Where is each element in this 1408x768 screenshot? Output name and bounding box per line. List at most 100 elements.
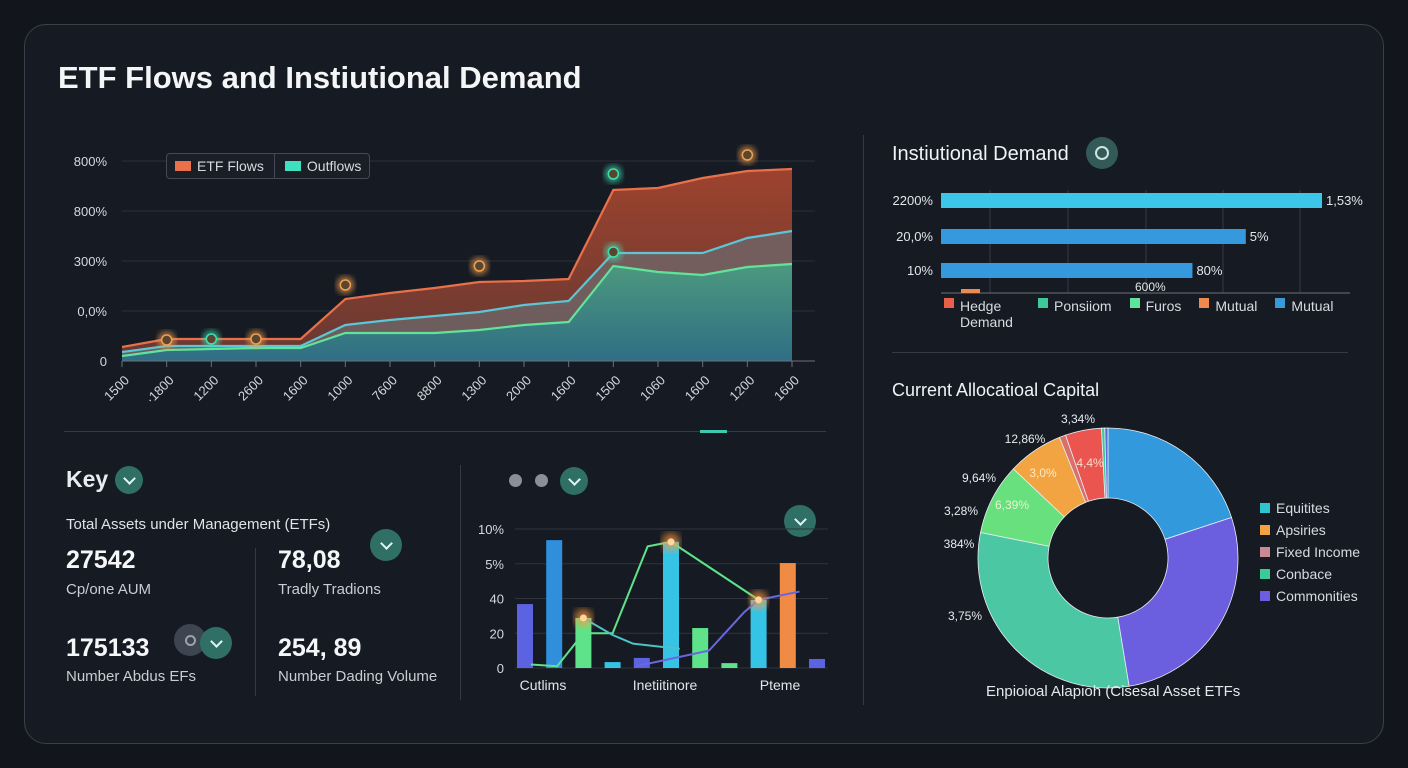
legend-label: Equitites	[1276, 500, 1330, 516]
legend-item[interactable]: Ponsiiom	[1038, 298, 1112, 330]
settings-toggle-icon[interactable]	[1086, 137, 1118, 169]
bar	[779, 563, 796, 668]
x-tick-label: 1200	[726, 373, 757, 404]
x-tick-label: 1600	[682, 373, 713, 404]
bar	[575, 617, 592, 668]
y-tick-label: 300%	[74, 254, 108, 269]
legend-item[interactable]: Mutual	[1275, 298, 1333, 330]
legend-item[interactable]: Conbace	[1260, 566, 1360, 582]
legend-label: ETF Flows	[197, 158, 264, 174]
slice-label: 12,86%	[1005, 432, 1046, 446]
slice-label: 3,28%	[944, 504, 978, 518]
legend-item[interactable]: Hedge Demand	[944, 298, 1020, 330]
scroll-indicator[interactable]	[700, 430, 727, 433]
legend-label: Furos	[1145, 298, 1182, 314]
line-middle	[121, 229, 793, 354]
combo-options-chevron-icon[interactable]	[784, 505, 816, 537]
legend-label: Conbace	[1276, 566, 1333, 582]
x-tick-label: 1600	[771, 373, 802, 404]
institutional-legend: Hedge Demand Ponsiiom Furos Mutual Mutual	[944, 298, 1344, 330]
legend-swatch	[1275, 298, 1286, 308]
kpi-label: Cp/one AUM	[66, 581, 152, 598]
y-tick-label: 20,0%	[896, 229, 933, 244]
slice-label: 4,4%	[1076, 456, 1104, 470]
data-point-marker	[607, 168, 620, 180]
data-point-marker	[667, 538, 675, 546]
area-legend: ETF Flows Outflows	[166, 153, 371, 179]
legend-item[interactable]: Furos	[1129, 298, 1182, 330]
legend-item[interactable]: Fixed Income	[1260, 544, 1360, 560]
legend-item[interactable]: Mutual	[1199, 298, 1257, 330]
y-tick-label: 10%	[478, 522, 504, 537]
x-tick-label: 1060	[637, 373, 668, 404]
legend-swatch	[1260, 591, 1270, 601]
allocation-donut-chart: 3,34% 12,86% 9,64% 3,28% 384% 3,75% 3,0% 4,4% 6,…	[944, 412, 1239, 689]
data-point-marker	[741, 149, 754, 161]
legend-swatch	[1260, 569, 1270, 579]
allocation-legend: Equitites Apsiries Fixed Income Conbace Comm…	[1260, 500, 1360, 604]
legend-swatch	[1260, 525, 1270, 535]
slice-label: 3,75%	[948, 609, 982, 623]
y-tick-label: 0	[497, 661, 504, 676]
combo-expand-chevron-icon[interactable]	[560, 467, 588, 495]
kpi-label: Tradly Tradions	[278, 581, 381, 598]
x-category-label: Cutlims	[520, 677, 567, 693]
legend-item[interactable]: Apsiries	[1260, 522, 1360, 538]
divider	[255, 548, 256, 696]
divider	[863, 135, 864, 705]
slice-label: 3,34%	[1061, 412, 1095, 426]
slice-label: 9,64%	[962, 471, 996, 485]
legend-label: Fixed Income	[1276, 544, 1361, 560]
bar	[941, 193, 1322, 208]
kpi-value: 78,08	[278, 546, 341, 574]
kpi-value: 254, 89	[278, 634, 362, 662]
legend-etf-flows[interactable]: ETF Flows	[175, 158, 264, 174]
bar	[961, 289, 981, 293]
y-tick-label: 5%	[485, 557, 504, 572]
x-tick-label: 1200	[190, 373, 221, 404]
x-tick-label: 1000	[324, 373, 355, 404]
data-point-marker	[160, 334, 173, 346]
bar	[604, 662, 621, 668]
bar	[633, 657, 650, 668]
line-teal	[582, 617, 680, 650]
legend-outflows[interactable]: Outflows	[284, 158, 361, 174]
bar-value-label: 5%	[1250, 229, 1269, 244]
kpi-expand-chevron-icon[interactable]	[370, 529, 402, 561]
x-tick-label: 2000	[503, 373, 534, 404]
kpi-value: 175133	[66, 634, 150, 662]
x-tick-label: 7600	[369, 373, 400, 404]
y-tick-label: 800%	[74, 204, 108, 219]
legend-swatch	[1260, 547, 1270, 557]
key-expand-chevron-icon[interactable]	[115, 466, 143, 494]
legend-swatch	[1129, 298, 1140, 308]
legend-swatch	[1260, 503, 1270, 513]
kpi-value: 27542	[66, 546, 136, 574]
slice-label: 6,39%	[995, 498, 1029, 512]
institutional-demand-title: Instiutional Demand	[892, 143, 1069, 165]
bar	[941, 229, 1246, 244]
data-point-marker	[205, 333, 218, 345]
bar	[517, 604, 533, 668]
divider	[64, 431, 826, 432]
divider	[892, 352, 1348, 353]
bar-value-label: 80%	[1196, 263, 1222, 278]
combo-bar-line-chart: 0 20 40 5% 10% Cutlims Inetiitinore Pteme	[478, 522, 828, 693]
bar	[941, 263, 1193, 278]
legend-item[interactable]: Commonities	[1260, 588, 1360, 604]
pager-dot[interactable]	[509, 474, 522, 487]
bar	[721, 663, 738, 668]
legend-label: Commonities	[1276, 588, 1358, 604]
bar	[663, 541, 679, 668]
legend-label: Mutual	[1291, 298, 1334, 314]
legend-item[interactable]: Equitites	[1260, 500, 1360, 516]
pager-dot[interactable]	[535, 474, 548, 487]
bar	[750, 599, 767, 668]
x-tick-label: 1600	[280, 373, 311, 404]
line-green	[530, 540, 760, 668]
bar-value-label: 1,53%	[1326, 193, 1363, 208]
line-outflows	[121, 262, 793, 358]
kpi-expand-chevron-icon[interactable]	[200, 627, 232, 659]
page-title: ETF Flows and Instiutional Demand	[58, 60, 582, 95]
slice-label: 384%	[944, 537, 975, 551]
